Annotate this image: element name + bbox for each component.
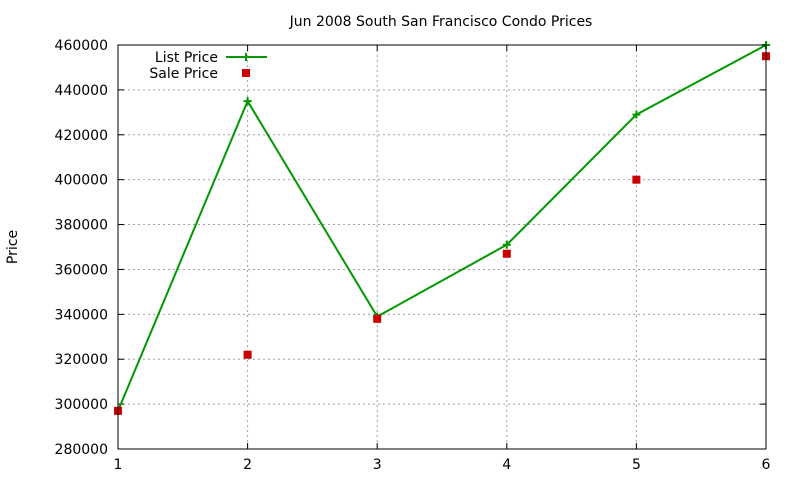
series-list-price <box>114 41 770 415</box>
series-sale-price <box>114 52 770 415</box>
data-point <box>243 97 252 106</box>
y-tick-label: 440000 <box>55 83 108 99</box>
legend-marker <box>242 53 250 61</box>
y-tick-label: 360000 <box>55 262 108 278</box>
y-tick-label: 460000 <box>55 38 108 54</box>
series-line <box>117 44 767 412</box>
data-point <box>502 249 511 258</box>
y-axis-label: Price <box>5 230 21 264</box>
data-point <box>632 175 641 184</box>
y-tick-label: 340000 <box>55 307 108 323</box>
y-tick-label: 320000 <box>55 352 108 368</box>
x-tick-label: 3 <box>373 457 382 473</box>
y-tick-label: 380000 <box>55 218 108 234</box>
x-tick-label: 2 <box>243 457 252 473</box>
data-point <box>632 110 641 119</box>
x-tick-label: 5 <box>632 457 641 473</box>
data-point <box>502 240 511 249</box>
grid <box>118 45 766 449</box>
plot-frame <box>117 44 767 450</box>
y-tick-label: 400000 <box>55 173 108 189</box>
y-tick-label: 420000 <box>55 128 108 144</box>
y-tick-label: 280000 <box>55 442 108 458</box>
ticks: 1 2 3 4 5 6 280000 300000 320000 340000 360000 3800… <box>55 38 771 473</box>
legend-label: List Price <box>155 50 218 66</box>
y-tick-label: 300000 <box>55 397 108 413</box>
data-point <box>243 350 252 359</box>
data-point <box>373 314 382 323</box>
legend-marker <box>242 69 250 77</box>
x-tick-label: 1 <box>114 457 123 473</box>
series-layer <box>114 41 770 415</box>
legend-label: Sale Price <box>149 66 218 82</box>
x-tick-label: 4 <box>502 457 511 473</box>
x-tick-label: 6 <box>762 457 771 473</box>
chart-title: Jun 2008 South San Francisco Condo Price… <box>289 14 593 30</box>
